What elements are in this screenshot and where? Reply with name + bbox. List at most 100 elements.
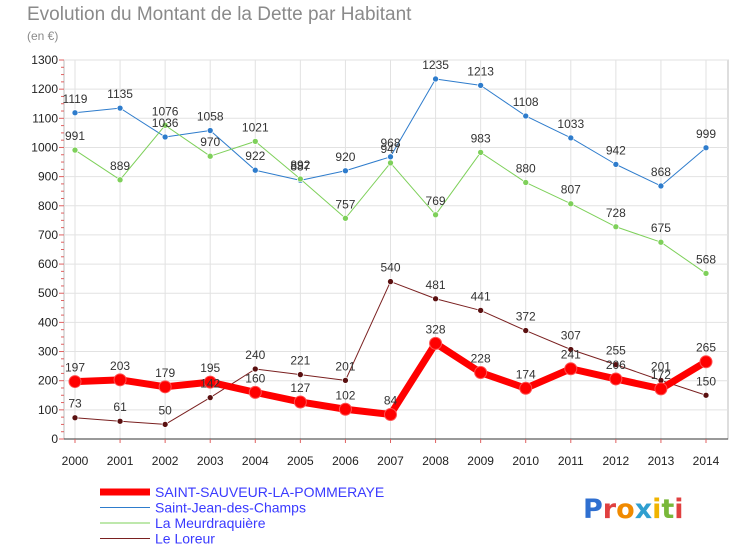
data-point bbox=[158, 380, 172, 394]
data-label: 1033 bbox=[557, 117, 584, 131]
y-tick-label: 800 bbox=[38, 199, 58, 213]
data-label: 61 bbox=[113, 400, 127, 414]
logo-letter: i bbox=[652, 494, 661, 525]
logo-letter: r bbox=[603, 494, 617, 525]
y-tick-label: 900 bbox=[38, 170, 58, 184]
y-tick-label: 0 bbox=[51, 432, 58, 446]
y-tick-label: 200 bbox=[38, 374, 58, 388]
data-label: 1235 bbox=[422, 58, 449, 72]
data-label: 922 bbox=[245, 149, 265, 163]
data-label: 241 bbox=[561, 348, 581, 362]
data-label: 255 bbox=[606, 344, 626, 358]
data-point bbox=[161, 133, 169, 141]
x-tick-label: 2007 bbox=[377, 454, 404, 468]
data-point bbox=[432, 75, 439, 83]
x-tick-label: 2014 bbox=[693, 454, 720, 468]
data-label: 1108 bbox=[513, 95, 539, 109]
y-tick-label: 1300 bbox=[31, 53, 58, 67]
data-point bbox=[702, 270, 710, 277]
data-point bbox=[477, 307, 484, 314]
x-tick-label: 2001 bbox=[107, 454, 134, 468]
data-point bbox=[161, 421, 169, 428]
logo-letter: i bbox=[674, 494, 683, 525]
data-label: 203 bbox=[110, 359, 130, 373]
data-label: 757 bbox=[335, 197, 355, 211]
data-point bbox=[342, 377, 349, 384]
y-tick-label: 700 bbox=[38, 228, 58, 242]
data-point bbox=[297, 371, 304, 378]
data-label: 240 bbox=[245, 348, 265, 362]
data-label: 769 bbox=[426, 194, 446, 208]
data-point bbox=[251, 137, 259, 145]
y-tick-label: 1100 bbox=[32, 111, 58, 125]
data-label: 179 bbox=[155, 366, 175, 380]
data-point bbox=[71, 109, 79, 117]
data-label: 568 bbox=[696, 252, 716, 266]
data-point bbox=[71, 146, 79, 154]
data-label: 999 bbox=[696, 127, 716, 141]
data-point bbox=[429, 336, 443, 350]
y-tick-label: 100 bbox=[38, 403, 58, 417]
data-point bbox=[206, 152, 214, 160]
logo-letter: x bbox=[635, 494, 652, 525]
data-point bbox=[338, 402, 352, 416]
data-point bbox=[432, 295, 439, 303]
data-label: 1021 bbox=[242, 120, 269, 134]
data-point bbox=[609, 372, 623, 386]
data-point bbox=[203, 375, 217, 389]
x-tick-label: 2012 bbox=[603, 454, 630, 468]
x-tick-label: 2010 bbox=[512, 454, 539, 468]
data-label: 892 bbox=[290, 158, 310, 172]
logo-letter: t bbox=[661, 494, 674, 525]
data-label: 728 bbox=[606, 206, 626, 220]
data-label: 150 bbox=[696, 374, 716, 388]
data-label: 1076 bbox=[152, 104, 179, 118]
data-label: 880 bbox=[516, 161, 536, 175]
data-point bbox=[342, 214, 349, 222]
data-label: 206 bbox=[606, 358, 626, 372]
data-label: 228 bbox=[471, 352, 491, 366]
data-point bbox=[522, 179, 530, 186]
data-point bbox=[567, 200, 575, 208]
legend-label: SAINT-SAUVEUR-LA-POMMERAYE bbox=[155, 484, 384, 500]
data-point bbox=[161, 121, 169, 129]
y-tick-label: 400 bbox=[38, 315, 58, 329]
data-point bbox=[654, 382, 668, 396]
data-label: 1119 bbox=[63, 92, 88, 106]
data-point bbox=[567, 134, 575, 142]
data-label: 142 bbox=[200, 377, 220, 391]
data-point bbox=[384, 408, 397, 422]
data-label: 970 bbox=[200, 135, 220, 149]
data-label: 84 bbox=[384, 394, 398, 408]
y-tick-label: 300 bbox=[38, 345, 58, 359]
data-point bbox=[657, 238, 665, 246]
data-label: 195 bbox=[200, 361, 220, 375]
data-point bbox=[702, 391, 710, 399]
legend-label: Saint-Jean-des-Champs bbox=[155, 500, 306, 516]
data-label: 50 bbox=[158, 403, 172, 417]
data-label: 221 bbox=[290, 354, 310, 368]
y-tick-label: 600 bbox=[38, 257, 58, 271]
data-label: 1058 bbox=[197, 110, 224, 124]
data-point bbox=[297, 175, 304, 183]
logo-letter: P bbox=[583, 494, 603, 525]
data-label: 73 bbox=[68, 397, 82, 411]
x-tick-label: 2004 bbox=[242, 454, 269, 468]
data-point bbox=[477, 82, 484, 89]
data-point bbox=[251, 166, 259, 174]
y-tick-label: 1200 bbox=[31, 82, 58, 96]
data-label: 481 bbox=[426, 278, 446, 292]
chart-title: Evolution du Montant de la Dette par Hab… bbox=[27, 4, 412, 25]
data-label: 328 bbox=[426, 322, 446, 336]
data-label: 127 bbox=[290, 381, 310, 395]
data-label: 947 bbox=[380, 142, 400, 156]
data-label: 983 bbox=[471, 131, 491, 145]
data-point bbox=[522, 112, 530, 120]
y-tick-label: 1000 bbox=[31, 140, 58, 154]
x-tick-label: 2005 bbox=[287, 454, 314, 468]
data-point bbox=[474, 366, 488, 380]
legend-label: Le Loreur bbox=[155, 531, 215, 547]
data-label: 920 bbox=[335, 150, 355, 164]
